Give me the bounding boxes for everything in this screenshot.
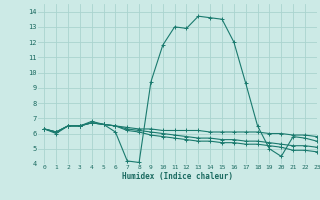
X-axis label: Humidex (Indice chaleur): Humidex (Indice chaleur) [122,172,233,181]
